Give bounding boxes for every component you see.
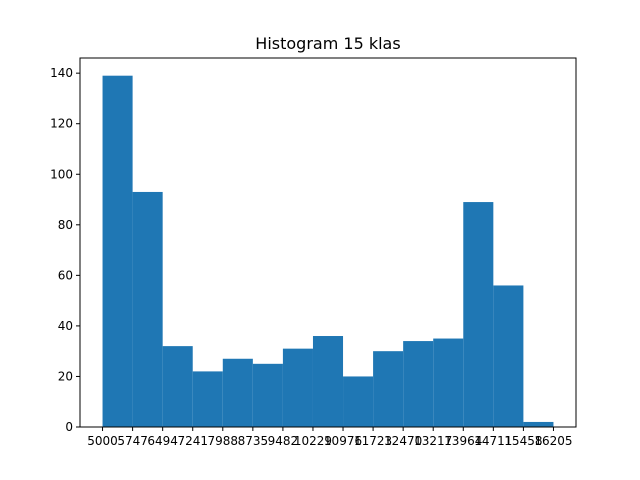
histogram-bar	[252, 363, 283, 427]
histogram-bar	[373, 351, 404, 427]
x-tick-label: 10976	[324, 434, 362, 448]
y-tick-label: 100	[50, 167, 73, 181]
histogram-bar	[162, 346, 193, 427]
x-tick-label: 9482	[268, 434, 299, 448]
y-tick-label: 120	[50, 117, 73, 131]
histogram-bar	[343, 376, 374, 427]
histogram-bar	[282, 348, 313, 427]
histogram-bar	[493, 285, 524, 427]
histogram-bar	[102, 75, 133, 428]
x-axis-ticks: 5000 5747 6494 7241 7988 8735 9482102291097611…	[87, 427, 573, 448]
x-tick-label: 13964	[444, 434, 482, 448]
x-tick-label: 13217	[414, 434, 452, 448]
x-tick-label: 7988	[208, 434, 239, 448]
y-tick-label: 80	[58, 218, 73, 232]
x-tick-label: 5747	[117, 434, 148, 448]
x-tick-label: 16205	[534, 434, 572, 448]
x-tick-label: 11723	[354, 434, 392, 448]
y-tick-label: 40	[58, 319, 73, 333]
plot-border	[79, 57, 577, 428]
histogram-bar	[433, 338, 464, 427]
x-tick-label: 15458	[504, 434, 542, 448]
x-tick-label: 6494	[147, 434, 178, 448]
x-tick-label: 14711	[474, 434, 512, 448]
histogram-bar	[403, 341, 434, 427]
x-tick-label: 5000	[87, 434, 118, 448]
histogram-bar	[463, 202, 494, 427]
y-tick-label: 20	[58, 369, 73, 383]
y-tick-label: 60	[58, 268, 73, 282]
x-tick-label: 12470	[384, 434, 422, 448]
plot-frame	[79, 57, 577, 428]
y-tick-label: 0	[65, 420, 73, 434]
bars-group	[102, 75, 554, 428]
x-tick-label: 7241	[177, 434, 208, 448]
histogram-bar	[523, 421, 554, 427]
histogram-bar	[312, 336, 344, 427]
x-tick-label: 8735	[238, 434, 269, 448]
y-axis-ticks: 0 20 40 60 80 100 120 140	[50, 66, 80, 434]
histogram-bar	[132, 191, 163, 427]
chart-title: Histogram 15 klas	[255, 34, 400, 53]
y-tick-label: 140	[50, 66, 73, 80]
histogram-bar	[192, 371, 223, 427]
histogram-bar	[222, 358, 253, 427]
x-tick-label: 10229	[294, 434, 332, 448]
